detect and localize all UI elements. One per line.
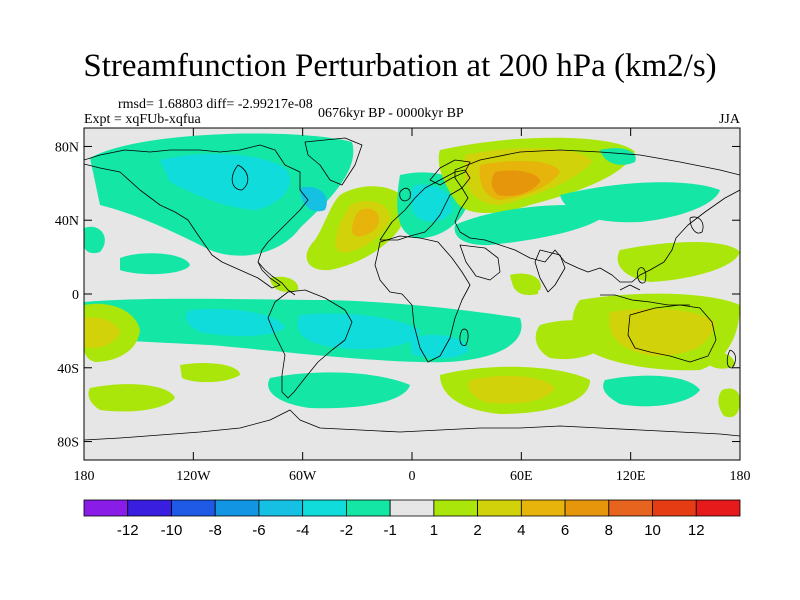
coast-south-america: [267, 289, 353, 399]
lon-tick-label: 180: [730, 469, 751, 484]
colorbar-swatch: [608, 499, 653, 517]
coast-philippines: [637, 267, 647, 284]
longitude-axis: 180 120W 60W 0 60E 120E 180: [74, 128, 751, 484]
plot-area: [84, 128, 740, 460]
colorbar-level-label: -6: [252, 522, 265, 539]
rmsd-diff-line: rmsd= 1.68803 diff= -2.99217e-08: [118, 97, 313, 112]
contour-east-asia-neg: [560, 182, 720, 223]
contour-siberia-pos-core: [491, 170, 540, 197]
contour-s-pacific-highlat-pos: [88, 384, 175, 412]
contour-pacific-w-neg-2: [120, 253, 190, 275]
colorbar-level-label: 4: [517, 522, 525, 539]
contour-tropics-neg-core-2: [297, 313, 420, 350]
lat-tick-label: 0: [72, 288, 79, 303]
contour-n-atlantic-pos-core: [352, 208, 380, 237]
contour-southern-ocean-neg: [268, 372, 410, 409]
lat-tick-label: 80N: [55, 140, 79, 155]
colorbar-level-label: -8: [209, 522, 222, 539]
colorbar-level-label: 6: [561, 522, 569, 539]
lat-tick-label: 40N: [55, 214, 79, 229]
colorbar-level-label: 2: [473, 522, 481, 539]
lat-tick-label: 80S: [57, 436, 79, 451]
contour-s-indian-pos-core: [468, 375, 555, 404]
colorbar-swatch: [127, 499, 172, 517]
colorbar-swatch: [389, 499, 435, 517]
colorbar-level-label: 10: [644, 522, 661, 539]
colorbar-swatch: [695, 499, 741, 517]
lon-tick-label: 60W: [289, 469, 317, 484]
colorbar-swatch: [214, 499, 260, 517]
coast-antarctica: [84, 409, 740, 441]
contour-australia-south-neg: [603, 375, 700, 407]
coast-scandinavia: [429, 159, 471, 186]
colorbar-level-label: -10: [161, 522, 183, 539]
coast-arabia: [459, 244, 501, 281]
coast-central-america: [257, 261, 296, 296]
contour-n-atl-trop-pos: [270, 276, 299, 292]
colorbar-swatch: [83, 499, 129, 517]
coastlines: [84, 137, 740, 441]
contour-australia-pos-core: [609, 308, 715, 356]
period-label: 0676kyr BP - 0000kyr BP: [318, 106, 464, 121]
contour-central-asia-neg: [454, 205, 610, 246]
experiment-label: Expt = xqFUb-xqfua: [84, 112, 201, 127]
colorbar-swatch: [258, 499, 304, 517]
coast-greenland: [304, 137, 363, 186]
contour-np-na-neg-inner: [160, 153, 291, 210]
colorbar-swatch: [520, 499, 566, 517]
season-label: JJA: [718, 112, 740, 127]
coast-australia: [627, 304, 717, 363]
colorbar-level-label: 1: [430, 522, 438, 539]
map-title: Streamfunction Perturbation at 200 hPa (…: [83, 48, 717, 84]
coast-india: [534, 249, 566, 293]
coast-indonesia: [600, 284, 690, 306]
coast-madagascar: [459, 328, 469, 346]
colorbar-level-label: -2: [340, 522, 353, 539]
colorbar-swatch: [433, 499, 479, 517]
coast-europe: [379, 169, 471, 241]
coast-north-america: [84, 144, 309, 289]
colorbar-swatch: [345, 499, 391, 517]
colorbar-level-label: 12: [688, 522, 705, 539]
contour-antarctic-pos-east: [718, 388, 740, 418]
colorbar-swatch: [302, 499, 347, 517]
lon-tick-label: 120W: [176, 469, 211, 484]
contour-pacific-w-neg: [84, 226, 105, 254]
colorbar: -12 -10 -8 -6 -4 -2 -1 1 2 4 6 8 10 12: [83, 499, 741, 539]
colorbar-level-label: -12: [117, 522, 139, 539]
colorbar-level-label: -1: [383, 522, 396, 539]
contour-europe-neg-core: [410, 184, 453, 222]
coast-asia: [454, 149, 740, 283]
contour-s-pacific-pos-core: [84, 317, 120, 348]
latitude-axis: 80N 40N 0 40S 80S: [55, 140, 740, 451]
colorbar-level-label: 8: [605, 522, 613, 539]
contour-np-na-neg-core: [300, 186, 327, 212]
contour-s-pacific-midlat-pos: [180, 363, 240, 383]
contour-tropics-neg-core-3: [410, 334, 469, 359]
colorbar-swatch: [171, 499, 216, 517]
contour-fill-layer: [84, 133, 740, 418]
colorbar-swatch: [564, 499, 610, 517]
contour-tropics-neg-core-1: [185, 309, 285, 337]
lon-tick-label: 120E: [616, 469, 646, 484]
contour-w-pacific-pos: [617, 241, 740, 282]
coast-hudson-bay: [231, 164, 249, 191]
contour-s-atl-trop-pos: [512, 281, 539, 296]
colorbar-level-label: -4: [296, 522, 309, 539]
coast-uk: [399, 187, 411, 202]
lon-tick-label: 0: [409, 469, 416, 484]
lon-tick-label: 180: [74, 469, 95, 484]
lat-tick-label: 40S: [57, 362, 79, 377]
colorbar-swatch: [652, 499, 697, 517]
coast-africa: [374, 235, 471, 363]
colorbar-swatch: [477, 499, 522, 517]
coast-japan: [689, 216, 704, 234]
lon-tick-label: 60E: [510, 469, 533, 484]
